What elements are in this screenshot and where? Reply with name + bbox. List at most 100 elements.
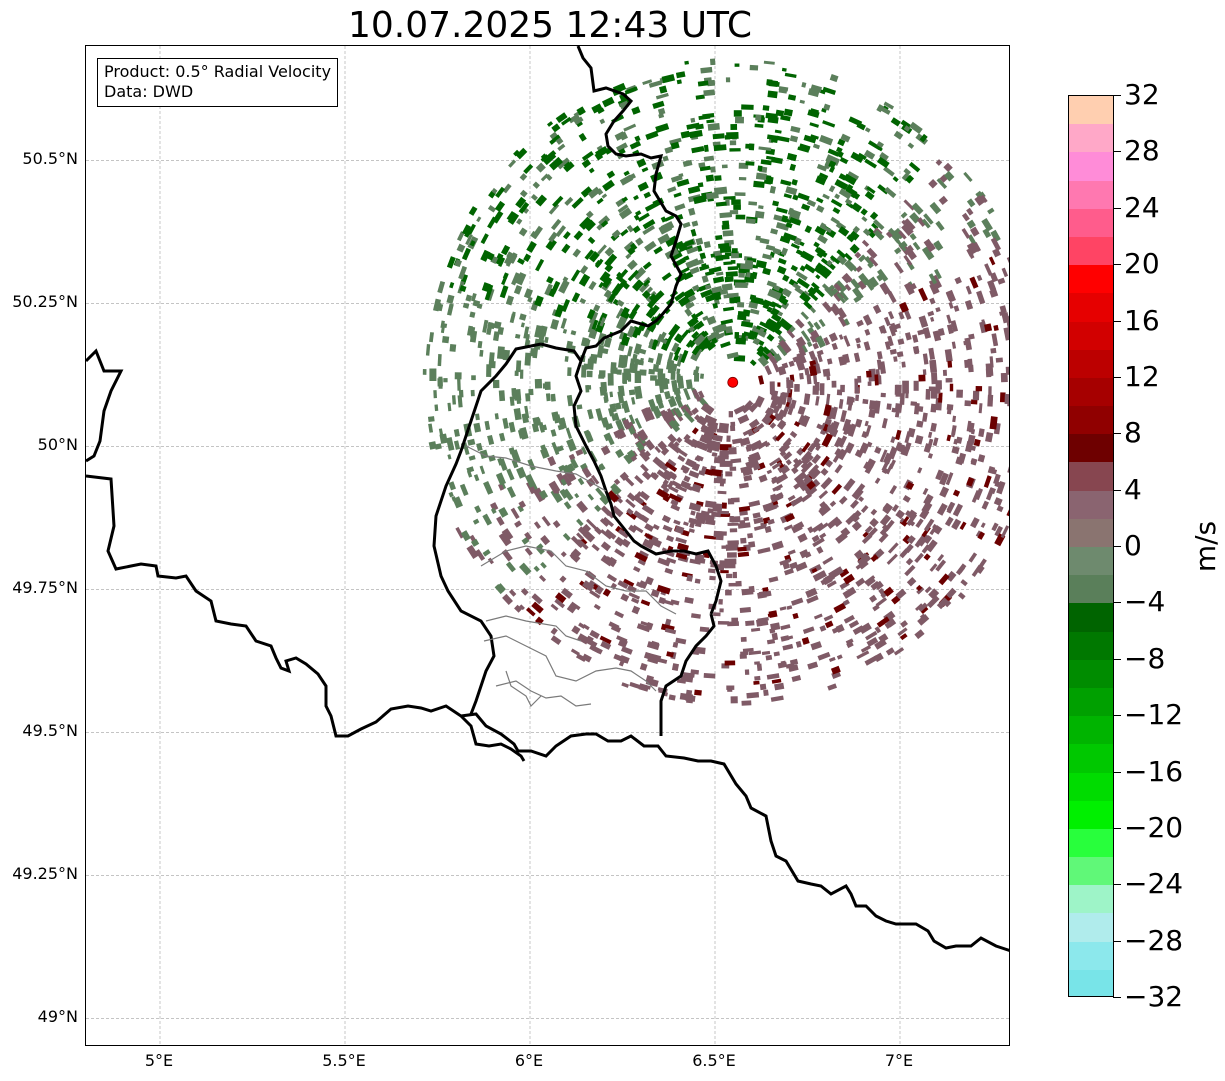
velocity-echo [689, 266, 700, 275]
velocity-echo [699, 264, 710, 272]
velocity-echo [451, 395, 456, 405]
velocity-echo [589, 629, 600, 639]
velocity-echo [945, 570, 957, 582]
velocity-echo [713, 456, 726, 464]
velocity-echo [666, 535, 675, 543]
velocity-echo [448, 481, 456, 491]
velocity-echo [735, 214, 746, 220]
velocity-echo [442, 335, 450, 344]
velocity-echo [707, 508, 714, 514]
velocity-echo [813, 321, 821, 331]
velocity-echo [631, 597, 640, 604]
velocity-echo [930, 316, 935, 322]
velocity-echo [850, 397, 855, 403]
velocity-echo [664, 215, 675, 222]
velocity-echo [929, 359, 938, 373]
velocity-echo [717, 510, 730, 515]
velocity-echo [770, 228, 779, 235]
velocity-echo [751, 325, 764, 335]
velocity-echo [502, 183, 512, 194]
velocity-echo [710, 468, 722, 477]
velocity-echo [779, 422, 787, 430]
velocity-echo [563, 161, 571, 169]
velocity-echo [881, 523, 888, 530]
velocity-echo [594, 526, 603, 535]
velocity-echo [883, 452, 893, 465]
colorbar-tick-label: 0 [1124, 529, 1142, 562]
velocity-echo [868, 256, 879, 267]
velocity-echo [722, 230, 734, 237]
velocity-echo [749, 308, 760, 315]
velocity-echo [759, 327, 765, 333]
velocity-echo [885, 647, 895, 656]
velocity-echo [922, 487, 929, 496]
velocity-echo [787, 549, 796, 556]
colorbar-tick [1113, 715, 1121, 717]
velocity-echo [520, 322, 525, 328]
velocity-echo [905, 557, 914, 566]
velocity-echo [505, 561, 516, 573]
velocity-echo [490, 507, 497, 515]
velocity-echo [524, 547, 533, 556]
velocity-echo [586, 518, 598, 530]
velocity-echo [938, 573, 950, 586]
velocity-echo [776, 265, 787, 275]
velocity-echo [783, 108, 793, 117]
velocity-echo [951, 445, 960, 455]
velocity-echo [644, 439, 656, 451]
velocity-echo [993, 473, 1001, 485]
velocity-echo [777, 365, 787, 376]
velocity-echo [595, 408, 604, 422]
velocity-echo [981, 500, 989, 510]
velocity-echo [614, 548, 626, 558]
velocity-echo [459, 483, 469, 497]
velocity-echo [923, 238, 936, 252]
velocity-echo [938, 327, 945, 337]
velocity-echo [667, 480, 675, 489]
velocity-echo [649, 471, 659, 481]
velocity-echo [495, 186, 506, 199]
velocity-echo [551, 411, 560, 421]
velocity-echo [905, 481, 915, 491]
velocity-echo [531, 601, 544, 614]
velocity-echo [1000, 372, 1008, 383]
velocity-echo [700, 465, 707, 474]
velocity-echo [993, 497, 1003, 507]
velocity-echo [690, 117, 696, 123]
velocity-echo [601, 193, 608, 199]
velocity-echo [964, 400, 972, 407]
velocity-echo [676, 542, 689, 552]
velocity-echo [966, 219, 976, 229]
velocity-echo [836, 249, 847, 259]
velocity-echo [684, 308, 693, 317]
velocity-echo [928, 438, 934, 446]
velocity-echo [804, 225, 813, 234]
velocity-echo [885, 463, 894, 475]
velocity-echo [949, 383, 954, 392]
velocity-echo [710, 253, 716, 258]
velocity-echo [765, 244, 776, 251]
colorbar-segment [1069, 603, 1113, 633]
velocity-echo [859, 552, 868, 560]
velocity-echo [883, 101, 895, 110]
velocity-echo [570, 601, 581, 611]
velocity-echo [550, 635, 562, 645]
velocity-echo [887, 335, 894, 347]
velocity-echo [973, 241, 982, 252]
velocity-echo [914, 435, 924, 445]
velocity-echo [741, 588, 754, 596]
velocity-echo [834, 178, 849, 191]
velocity-echo [787, 94, 797, 101]
velocity-echo [603, 289, 612, 299]
velocity-echo [790, 264, 798, 272]
velocity-echo [458, 389, 464, 398]
velocity-echo [783, 568, 794, 576]
velocity-echo [731, 516, 741, 523]
velocity-echo [683, 255, 690, 261]
velocity-echo [766, 318, 778, 327]
velocity-echo [445, 437, 455, 451]
velocity-echo [551, 218, 562, 231]
velocity-echo [457, 395, 463, 408]
lat-label: 49.5°N [22, 721, 78, 741]
velocity-echo [801, 636, 810, 645]
